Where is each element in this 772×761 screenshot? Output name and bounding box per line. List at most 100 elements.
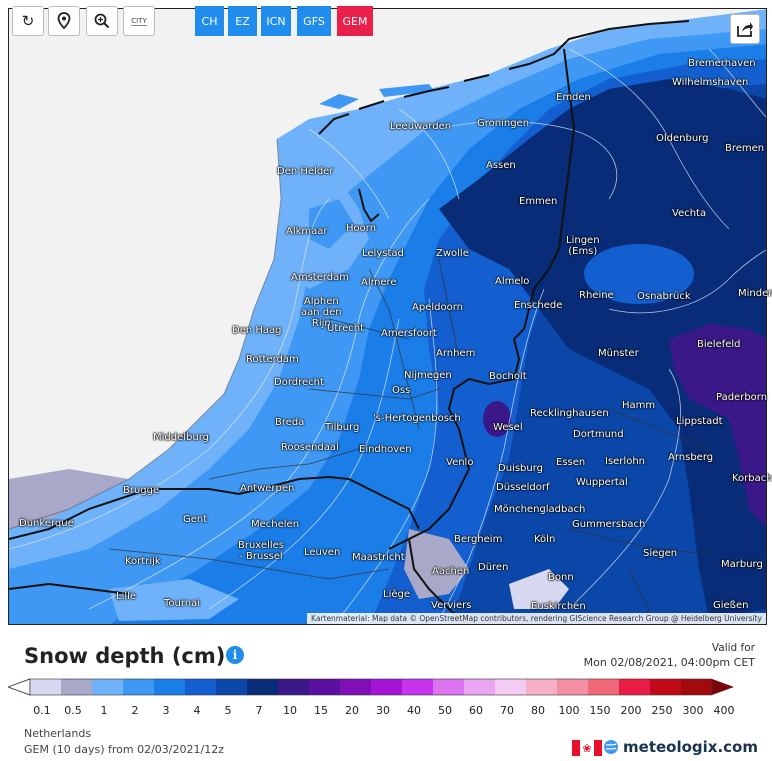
city-label: Alkmaar bbox=[286, 226, 328, 237]
city-label: Liège bbox=[383, 589, 411, 600]
legend-swatch bbox=[185, 679, 217, 695]
city-label: Dunkerque bbox=[19, 518, 74, 529]
city-label: Lille bbox=[116, 591, 137, 602]
city-label: Hamm bbox=[622, 400, 656, 411]
city-label: Bremen bbox=[725, 143, 765, 154]
island bbox=[319, 94, 359, 109]
legend-swatch bbox=[619, 679, 651, 695]
snow-0-5-aachen bbox=[404, 529, 469, 599]
model-gfs-button[interactable]: GFS bbox=[297, 6, 331, 36]
brand-logo[interactable]: meteologix.com bbox=[603, 738, 758, 756]
zoom-button[interactable] bbox=[86, 6, 118, 36]
legend-value-label: 3 bbox=[162, 704, 170, 717]
city-label: Amsterdam bbox=[291, 272, 350, 283]
city-label: Verviers bbox=[431, 600, 472, 611]
city-label: Rheine bbox=[579, 290, 614, 301]
city-label: Köln bbox=[534, 534, 556, 545]
brand-name: meteologix.com bbox=[623, 738, 758, 756]
legend-swatch bbox=[247, 679, 279, 695]
location-button[interactable] bbox=[48, 6, 80, 36]
city-label: Marburg bbox=[721, 559, 763, 570]
legend-swatch bbox=[650, 679, 682, 695]
refresh-icon: ↻ bbox=[21, 12, 35, 30]
city-label: Bocholt bbox=[489, 371, 527, 382]
legend-value-label: 20 bbox=[345, 704, 359, 717]
city-label: Oss bbox=[392, 385, 411, 396]
model-icn-button[interactable]: ICN bbox=[261, 6, 291, 36]
city-label: Groningen bbox=[477, 118, 530, 129]
legend-swatch bbox=[588, 679, 620, 695]
legend-swatch bbox=[61, 679, 93, 695]
city-label: Roosendaal bbox=[281, 442, 339, 453]
city-label: Amersfoort bbox=[381, 328, 437, 339]
city-label: Osnabrück bbox=[637, 291, 691, 302]
canada-flag-icon: ❀ bbox=[572, 740, 602, 756]
city-label: Eindhoven bbox=[359, 444, 412, 455]
zoom-in-icon bbox=[94, 13, 110, 29]
city-label: Alphen aan den Rijn bbox=[301, 296, 342, 329]
city-label: Bonn bbox=[548, 572, 574, 583]
snow-lighter-patch bbox=[584, 244, 694, 304]
globe-icon bbox=[604, 740, 619, 754]
share-button[interactable] bbox=[730, 14, 760, 44]
valid-label: Valid for bbox=[711, 642, 755, 654]
snow-10-15 bbox=[669, 324, 766, 527]
city-label: Arnsberg bbox=[668, 452, 714, 463]
city-label: Leuven bbox=[304, 547, 341, 558]
legend-value-label: 10 bbox=[283, 704, 297, 717]
city-label: Gummersbach bbox=[572, 519, 646, 530]
city-label: Enschede bbox=[514, 300, 563, 311]
city-label: Antwerpen bbox=[240, 483, 295, 494]
city-label: Kortrijk bbox=[125, 556, 161, 567]
refresh-button[interactable]: ↻ bbox=[12, 6, 44, 36]
map-attribution[interactable]: Kartenmaterial: Map data © OpenStreetMap… bbox=[307, 613, 766, 624]
model-gem-button[interactable]: GEM bbox=[337, 6, 373, 36]
island bbox=[379, 84, 434, 97]
legend-swatch bbox=[464, 679, 496, 695]
city-label: Wuppertal bbox=[576, 477, 628, 488]
legend-value-label: 40 bbox=[407, 704, 421, 717]
city-label: Almelo bbox=[495, 276, 530, 287]
color-legend bbox=[8, 678, 734, 696]
legend-value-label: 7 bbox=[255, 704, 263, 717]
city-label: Leeuwarden bbox=[390, 121, 452, 132]
city-label: Almere bbox=[361, 277, 397, 288]
location-pin-icon bbox=[57, 12, 71, 30]
snow-10-15-wesel bbox=[483, 401, 511, 437]
city-label: Minden bbox=[738, 288, 772, 299]
model-ch-button[interactable]: CH bbox=[195, 6, 224, 36]
city-label: Dordrecht bbox=[274, 377, 324, 388]
snow-depth-map[interactable]: Kartenmaterial: Map data © OpenStreetMap… bbox=[8, 8, 767, 625]
city-label: Vechta bbox=[672, 208, 707, 219]
info-icon[interactable]: i bbox=[226, 646, 244, 664]
city-label: Dortmund bbox=[573, 429, 624, 440]
legend-swatch bbox=[681, 679, 713, 695]
region-label: Netherlands bbox=[24, 727, 92, 740]
coastal-patch bbox=[309, 199, 354, 249]
legend-swatch bbox=[371, 679, 403, 695]
legend-value-label: 5 bbox=[224, 704, 232, 717]
city-label: Lingen (Ems) bbox=[566, 235, 600, 257]
city-label: Hoorn bbox=[346, 223, 377, 234]
contour-lines bbox=[9, 48, 766, 620]
legend-swatch bbox=[216, 679, 248, 695]
model-ez-button[interactable]: EZ bbox=[228, 6, 257, 36]
legend-value-label: 0.5 bbox=[64, 704, 82, 717]
city-label: Nijmegen bbox=[404, 370, 452, 381]
city-label: Wilhelmshaven bbox=[672, 77, 749, 88]
legend-swatch bbox=[340, 679, 372, 695]
valid-time: Mon 02/08/2021, 04:00pm CET bbox=[583, 656, 755, 669]
legend-value-label: 15 bbox=[314, 704, 328, 717]
legend-value-label: 200 bbox=[620, 704, 642, 717]
city-label: Bielefeld bbox=[697, 339, 741, 350]
city-toggle-button[interactable]: CITY bbox=[123, 6, 155, 36]
city-label: Den Helder bbox=[277, 166, 334, 177]
city-label: Mönchengladbach bbox=[494, 504, 586, 515]
city-label: Zwolle bbox=[436, 248, 469, 259]
legend-value-label: 300 bbox=[682, 704, 704, 717]
city-label: Siegen bbox=[643, 548, 678, 559]
snow-0-5-dunkerque bbox=[9, 469, 129, 529]
legend-value-label: 1 bbox=[100, 704, 108, 717]
city-label: Essen bbox=[556, 457, 586, 468]
model-run-label: GEM (10 days) from 02/03/2021/12z bbox=[24, 743, 224, 756]
